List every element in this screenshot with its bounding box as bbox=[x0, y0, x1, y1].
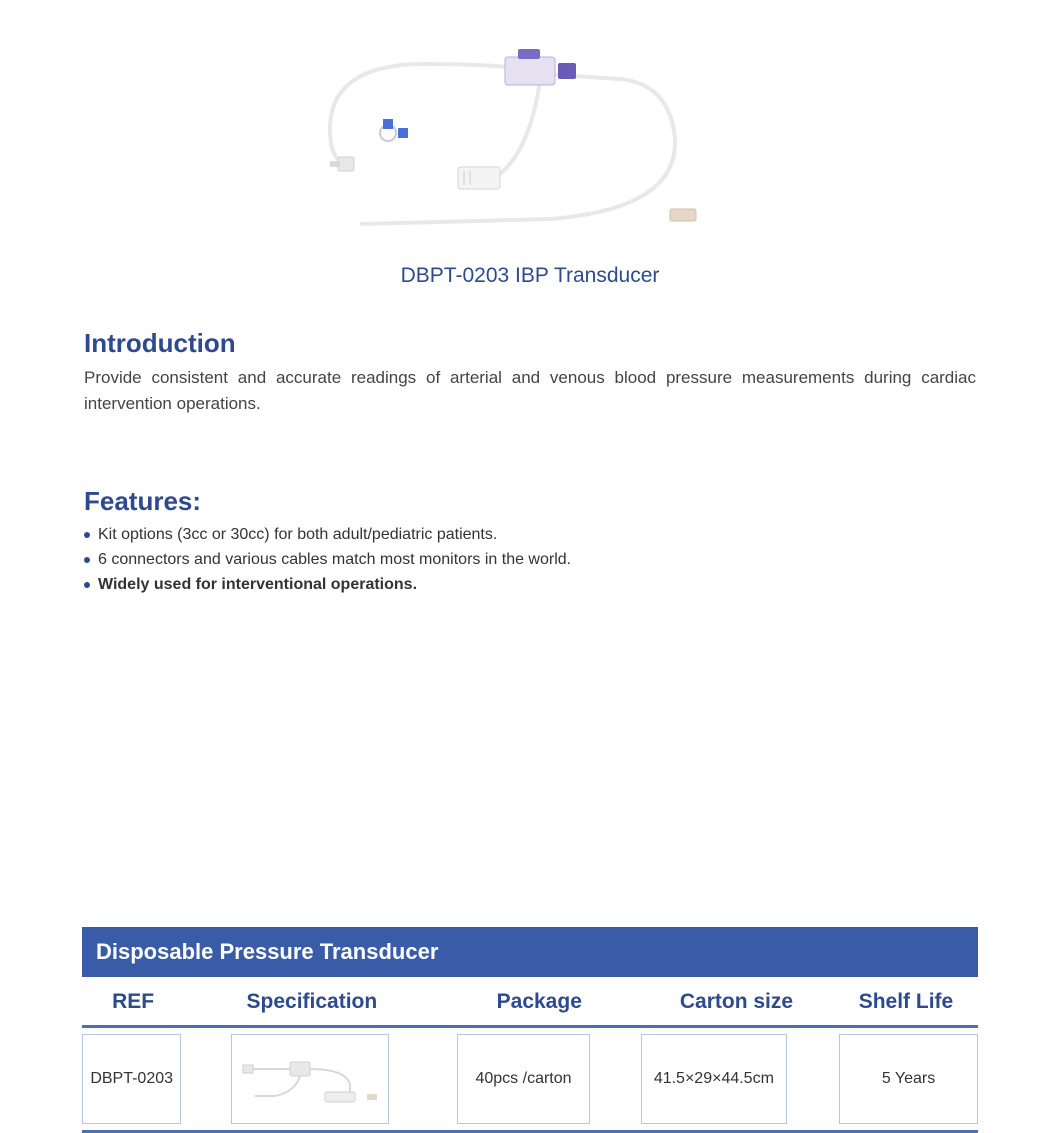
introduction-heading: Introduction bbox=[84, 328, 976, 359]
features-list: Kit options (3cc or 30cc) for both adult… bbox=[84, 523, 976, 597]
table-title: Disposable Pressure Transducer bbox=[82, 927, 978, 977]
spec-table: Disposable Pressure Transducer REF Speci… bbox=[0, 927, 1060, 1133]
cell-carton: 41.5×29×44.5cm bbox=[641, 1034, 788, 1124]
feature-item: Kit options (3cc or 30cc) for both adult… bbox=[84, 523, 976, 548]
introduction-text: Provide consistent and accurate readings… bbox=[84, 365, 976, 416]
cell-package: 40pcs /carton bbox=[457, 1034, 589, 1124]
col-header-spec: Specification bbox=[184, 990, 439, 1014]
cell-shelf: 5 Years bbox=[839, 1034, 978, 1124]
cell-spec bbox=[231, 1034, 389, 1124]
spec-thumbnail-icon bbox=[235, 1044, 385, 1114]
col-header-pkg: Package bbox=[439, 990, 639, 1014]
col-header-ref: REF bbox=[82, 990, 184, 1014]
table-header-row: REF Specification Package Carton size Sh… bbox=[82, 977, 978, 1028]
features-heading: Features: bbox=[84, 486, 976, 517]
cell-ref: DBPT-0203 bbox=[82, 1034, 181, 1124]
feature-item: Widely used for interventional operation… bbox=[84, 573, 976, 598]
feature-item: 6 connectors and various cables match mo… bbox=[84, 548, 976, 573]
transducer-illustration bbox=[290, 29, 770, 249]
table-row: DBPT-0203 40pcs /carton 41.5×29×44.5cm 5… bbox=[82, 1028, 978, 1133]
product-caption: DBPT-0203 IBP Transducer bbox=[0, 264, 1060, 288]
product-image bbox=[0, 0, 1060, 260]
col-header-cart: Carton size bbox=[639, 990, 834, 1014]
col-header-shelf: Shelf Life bbox=[834, 990, 978, 1014]
